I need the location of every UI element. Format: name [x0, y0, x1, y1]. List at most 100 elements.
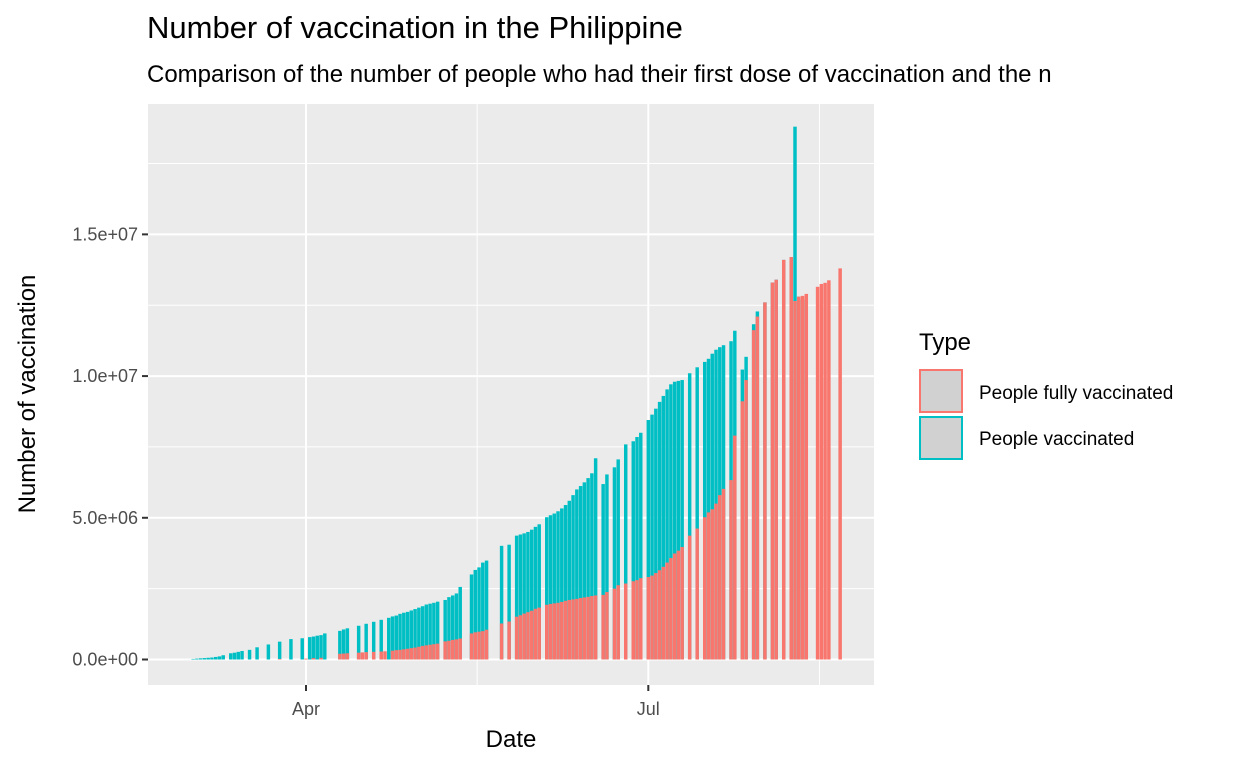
x-axis-title: Date	[486, 726, 537, 753]
bar	[804, 293, 809, 660]
bar	[507, 621, 511, 660]
bar	[477, 567, 481, 660]
bar	[315, 635, 320, 660]
bar	[514, 616, 519, 660]
bar	[360, 652, 365, 660]
bar	[450, 595, 455, 660]
bar	[428, 603, 432, 660]
bar	[669, 384, 673, 660]
bar	[575, 489, 579, 660]
y-tick-label: 5.0e+06	[72, 508, 138, 528]
bar	[680, 380, 684, 660]
bar	[793, 300, 797, 660]
y-tick-label: 1.0e+07	[72, 366, 138, 386]
bar	[695, 367, 699, 660]
bar	[680, 546, 684, 660]
bar	[432, 602, 436, 660]
bar	[390, 616, 395, 660]
bar	[755, 316, 760, 660]
bar	[800, 295, 805, 660]
bar	[552, 513, 556, 660]
bar	[672, 381, 677, 660]
bar	[356, 652, 361, 660]
bar	[236, 651, 241, 660]
x-tick-label: Jul	[637, 699, 660, 719]
bar	[364, 652, 368, 660]
bar	[676, 380, 681, 660]
bar	[402, 649, 406, 660]
bars	[191, 126, 842, 660]
bar	[217, 656, 222, 660]
bar	[522, 533, 526, 660]
bar	[447, 597, 451, 660]
bar	[586, 596, 590, 660]
bar	[409, 610, 414, 660]
bar	[435, 601, 440, 660]
bar	[770, 282, 775, 660]
bar	[402, 612, 406, 660]
bar	[484, 629, 489, 660]
bar	[590, 596, 594, 660]
bar	[529, 610, 534, 660]
bar	[624, 444, 628, 660]
bar	[710, 353, 714, 660]
bar	[616, 585, 620, 660]
bar	[661, 395, 666, 660]
bar	[311, 636, 316, 660]
x-tick-label: Apr	[292, 699, 320, 719]
bar	[789, 257, 793, 660]
bar	[657, 401, 662, 660]
bar	[247, 649, 252, 660]
bar	[563, 600, 568, 660]
bar	[533, 526, 538, 660]
bar	[229, 653, 233, 660]
bar	[601, 484, 605, 660]
bar	[210, 657, 214, 660]
bar	[529, 529, 534, 660]
bar	[454, 593, 459, 660]
bar	[586, 478, 590, 660]
y-axis-title: Number of vaccination	[14, 275, 41, 514]
bar	[635, 437, 639, 660]
bar	[706, 512, 711, 660]
bar	[417, 607, 421, 660]
bar	[545, 517, 549, 660]
bar	[687, 535, 692, 660]
bar	[669, 558, 673, 660]
bar	[797, 296, 801, 660]
bar	[714, 503, 718, 660]
bar	[514, 535, 519, 660]
bar	[605, 474, 609, 660]
bar	[721, 488, 726, 660]
bar	[590, 473, 594, 660]
bar	[413, 609, 417, 660]
bar	[356, 625, 361, 660]
bar	[424, 645, 429, 660]
bar	[601, 594, 605, 660]
bar	[639, 432, 643, 660]
bar	[338, 653, 342, 660]
bar	[202, 658, 207, 660]
bar	[289, 639, 293, 660]
grid-minor	[148, 104, 874, 685]
bar	[255, 647, 259, 660]
bar	[537, 607, 541, 660]
bar	[751, 330, 756, 660]
bar	[582, 597, 587, 660]
y-tick-label: 1.5e+07	[72, 224, 138, 244]
bar	[744, 380, 748, 660]
bar	[484, 560, 489, 660]
bar	[454, 639, 459, 660]
bar	[537, 524, 541, 660]
chart-subtitle: Comparison of the number of people who h…	[147, 61, 1052, 88]
bar	[379, 651, 383, 660]
legend-title: Type	[919, 329, 971, 356]
bar	[518, 534, 523, 660]
bar	[195, 658, 199, 660]
bar	[567, 500, 572, 660]
bar	[548, 603, 553, 660]
bar	[733, 435, 737, 660]
bar	[323, 633, 327, 660]
bar	[545, 604, 549, 660]
